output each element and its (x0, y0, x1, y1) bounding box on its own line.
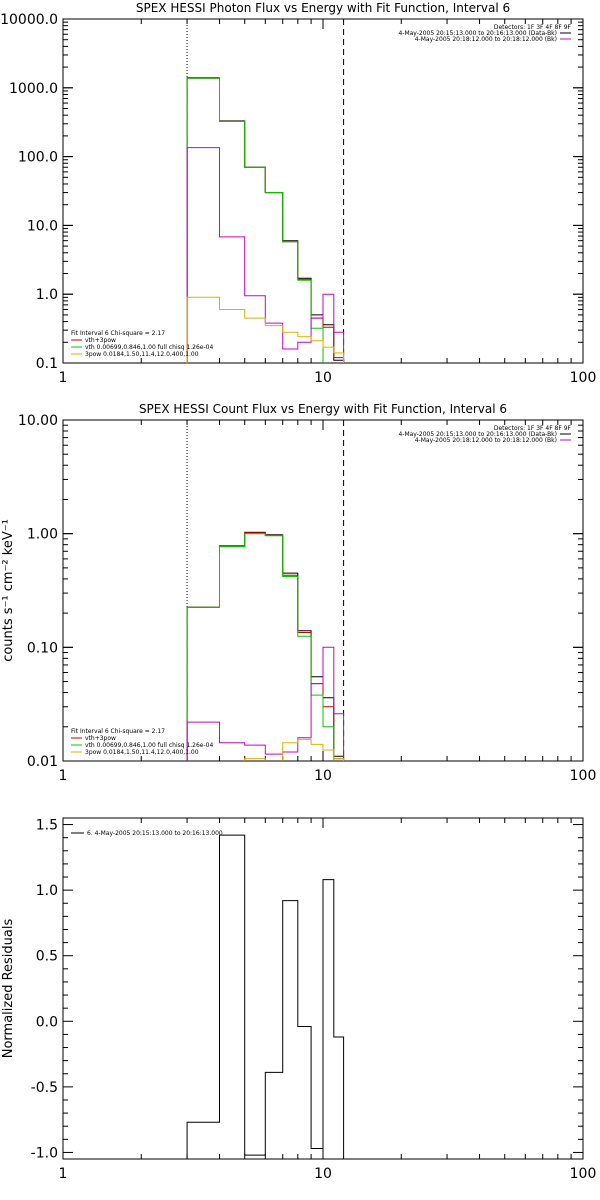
legend-entry-label: vth 0.00699,0.846,1.00 full chisq 1.26e-… (85, 742, 213, 749)
legend-entry-label: vth 0.00699,0.846,1.00 full chisq 1.26e-… (85, 344, 213, 351)
x-tick-label: 10 (314, 370, 332, 386)
x-tick-label: 100 (570, 370, 597, 386)
y-tick-label: 10.00 (18, 413, 58, 429)
y-tick-label: 0.1 (36, 356, 58, 372)
series-line-1 (186, 834, 345, 1159)
x-tick-label: 100 (570, 1166, 597, 1182)
legend-entry-label: vth+3pow (85, 337, 116, 344)
legend-fit-interval: Fit Interval 6 Chi-square = 2.17 (71, 728, 165, 735)
legend-entry-label: 3pow 0.0184,1.50,11.4,12.0,400,1.00 (85, 351, 199, 358)
chart-panel-2: SPEX HESSI Count Flux vs Energy with Fit… (1, 402, 597, 784)
series-line-3 (186, 77, 345, 363)
y-tick-label: 0.5 (36, 949, 58, 965)
x-tick-label: 1 (59, 370, 68, 386)
x-tick-label: 10 (314, 768, 332, 784)
chart-title: SPEX HESSI Count Flux vs Energy with Fit… (139, 402, 507, 416)
y-tick-label: 1.5 (36, 818, 58, 834)
x-tick-label: 1 (59, 768, 68, 784)
legend-entry-label: 4-May-2005 20:18:12.000 to 20:18:12.000 … (415, 36, 557, 43)
legend-entry-label: 6. 4-May-2005 20:15:13.000 to 20:16:13.0… (87, 830, 223, 837)
series-line-4 (186, 646, 345, 761)
x-tick-label: 1 (59, 1166, 68, 1182)
chart-panel-1: SPEX HESSI Photon Flux vs Energy with Fi… (0, 1, 597, 386)
y-tick-label: 1.0 (36, 883, 58, 899)
legend-entry-label: 3pow 0.0184,1.50,11.4,12.0,400,1.00 (85, 749, 199, 756)
series-line-5 (186, 738, 345, 761)
legend-detectors: Detectors: 1F 3F 4F 8F 9F (494, 425, 572, 432)
y-tick-label: 0.0 (36, 1014, 58, 1030)
legend-entry-label: vth+3pow (85, 735, 116, 742)
series-line-3 (186, 533, 345, 761)
y-tick-label: 100.0 (18, 150, 58, 166)
legend-entry-label: 4-May-2005 20:15:13.000 to 20:16:13.000 … (398, 431, 557, 438)
series-line-4 (186, 147, 345, 363)
legend-fit-interval: Fit Interval 6 Chi-square = 2.17 (71, 330, 165, 337)
y-tick-label: 10000.0 (0, 12, 58, 28)
y-tick-label: 1.00 (27, 527, 58, 543)
series-line-2 (186, 531, 345, 761)
legend-entry-label: 4-May-2005 20:18:12.000 to 20:18:12.000 … (415, 437, 557, 444)
series-line-1 (186, 532, 345, 761)
y-tick-label: 10.0 (27, 218, 58, 234)
y-tick-label: 1.0 (36, 287, 58, 303)
x-tick-label: 10 (314, 1166, 332, 1182)
chart-panel-3: Normalized Residuals 1 10 100 1.5 1.0 0.5 0.0 -0… (1, 817, 597, 1182)
y-axis-label: Normalized Residuals (1, 919, 16, 1059)
y-tick-label: 0.01 (27, 754, 58, 770)
y-tick-label: -0.5 (31, 1080, 58, 1096)
y-tick-label: -1.0 (31, 1145, 58, 1161)
y-tick-label: 0.10 (27, 640, 58, 656)
chart-title: SPEX HESSI Photon Flux vs Energy with Fi… (136, 1, 510, 15)
y-axis-label: counts s⁻¹ cm⁻² keV⁻¹ (1, 519, 16, 662)
y-tick-label: 1000.0 (9, 81, 58, 97)
legend-entry-label: 4-May-2005 20:15:13.000 to 20:16:13.000 … (398, 30, 557, 37)
series-line-5 (186, 296, 345, 363)
x-tick-label: 100 (570, 768, 597, 784)
legend-detectors: Detectors: 1F 3F 4F 8F 9F (494, 24, 572, 31)
